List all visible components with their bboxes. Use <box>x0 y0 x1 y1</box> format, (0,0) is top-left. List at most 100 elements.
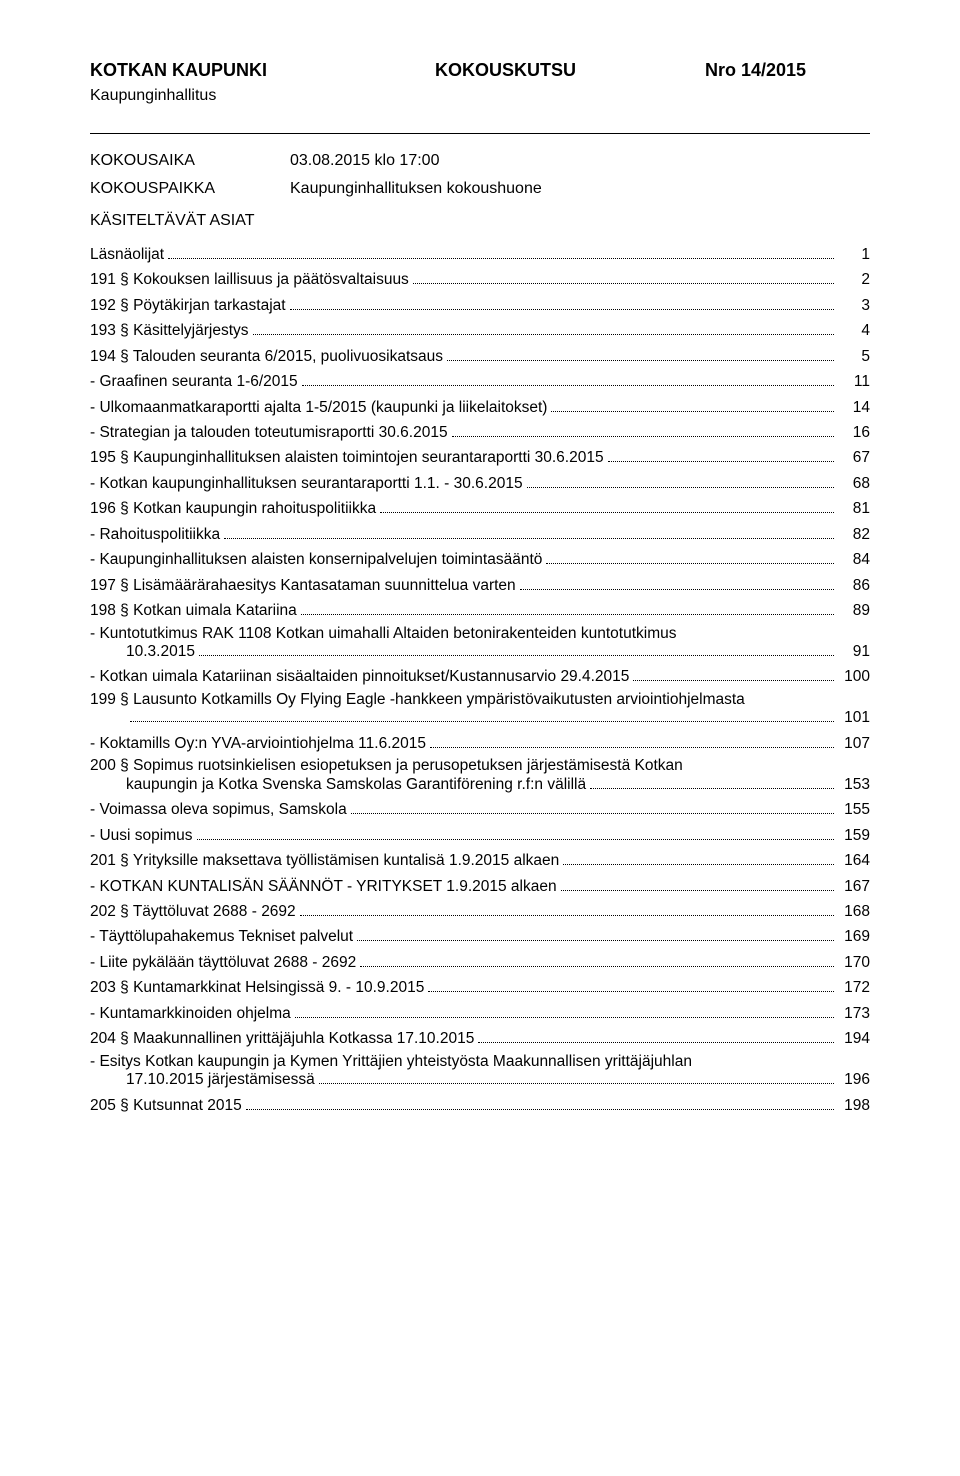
meeting-place-label: KOKOUSPAIKKA <box>90 180 290 198</box>
toc-label: 10.3.2015 <box>126 644 195 660</box>
toc-page-number: 164 <box>838 853 870 869</box>
header-org: KOTKAN KAUPUNKI <box>90 60 435 81</box>
toc-page-number: 155 <box>838 802 870 818</box>
toc-entry-line1: 199 § Lausunto Kotkamills Oy Flying Eagl… <box>90 692 870 708</box>
header-doc-number: Nro 14/2015 <box>705 60 870 81</box>
toc-label: 202 § Täyttöluvat 2688 - 2692 <box>90 904 296 920</box>
toc-page-number: 196 <box>838 1072 870 1088</box>
toc-leader <box>413 269 834 284</box>
toc-leader <box>452 422 834 437</box>
toc-entry: 196 § Kotkan kaupungin rahoituspolitiikk… <box>90 498 870 516</box>
header-committee: Kaupunginhallitus <box>90 87 870 105</box>
toc-page-number: 167 <box>838 879 870 895</box>
meeting-time-value: 03.08.2015 klo 17:00 <box>290 152 439 170</box>
toc-leader <box>608 448 834 463</box>
toc-entry-line1: 200 § Sopimus ruotsinkielisen esiopetuks… <box>90 758 870 774</box>
toc-leader <box>447 346 834 361</box>
toc-entry: 201 § Yrityksille maksettava työllistämi… <box>90 850 870 868</box>
toc-entry: - Koktamills Oy:n YVA-arviointiohjelma 1… <box>90 733 870 751</box>
toc-entry: 205 § Kutsunnat 2015 198 <box>90 1095 870 1113</box>
toc-leader <box>351 799 834 814</box>
toc-entry: 192 § Pöytäkirjan tarkastajat 3 <box>90 295 870 313</box>
toc-entry: - Täyttölupahakemus Tekniset palvelut169 <box>90 926 870 944</box>
toc-page-number: 5 <box>838 349 870 365</box>
toc-label: 198 § Kotkan uimala Katariina <box>90 603 297 619</box>
toc-label: - Kotkan kaupunginhallituksen seurantara… <box>90 476 523 492</box>
toc-page-number: 86 <box>838 578 870 594</box>
toc-leader <box>380 498 834 513</box>
document-page: KOTKAN KAUPUNKI KOKOUSKUTSU Nro 14/2015 … <box>0 0 960 1476</box>
toc-leader <box>301 600 834 615</box>
toc-label: - Liite pykälään täyttöluvat 2688 - 2692 <box>90 955 356 971</box>
table-of-contents: Läsnäolijat1191 § Kokouksen laillisuus j… <box>90 244 870 1113</box>
toc-entry: 195 § Kaupunginhallituksen alaisten toim… <box>90 448 870 466</box>
toc-label: - Kuntamarkkinoiden ohjelma <box>90 1006 291 1022</box>
toc-label: 194 § Talouden seuranta 6/2015, puolivuo… <box>90 349 443 365</box>
toc-label: Läsnäolijat <box>90 247 164 263</box>
toc-label: 204 § Maakunnallinen yrittäjäjuhla Kotka… <box>90 1031 474 1047</box>
toc-entry: - Kuntamarkkinoiden ohjelma173 <box>90 1003 870 1021</box>
toc-label: 201 § Yrityksille maksettava työllistämi… <box>90 853 559 869</box>
toc-entry: - Kuntotutkimus RAK 1108 Kotkan uimahall… <box>90 626 870 660</box>
toc-entry: 203 § Kuntamarkkinat Helsingissä 9. - 10… <box>90 977 870 995</box>
toc-leader <box>246 1095 834 1110</box>
toc-page-number: 84 <box>838 552 870 568</box>
toc-entry: 197 § Lisämäärärahaesitys Kantasataman s… <box>90 575 870 593</box>
toc-leader <box>527 473 834 488</box>
toc-leader <box>319 1069 834 1084</box>
toc-label: - Rahoituspolitiikka <box>90 527 220 543</box>
toc-label: 205 § Kutsunnat 2015 <box>90 1098 242 1114</box>
toc-leader <box>199 641 834 656</box>
toc-leader <box>590 774 834 789</box>
horizontal-rule <box>90 133 870 134</box>
toc-leader <box>295 1003 834 1018</box>
toc-leader <box>253 320 834 335</box>
toc-label: 192 § Pöytäkirjan tarkastajat <box>90 298 286 314</box>
toc-leader <box>633 667 834 682</box>
toc-page-number: 169 <box>838 929 870 945</box>
toc-entry-line2: 17.10.2015 järjestämisessä196 <box>90 1069 870 1087</box>
toc-entry: - Esitys Kotkan kaupungin ja Kymen Yritt… <box>90 1054 870 1088</box>
toc-leader <box>357 926 834 941</box>
toc-leader <box>300 901 834 916</box>
meeting-place-row: KOKOUSPAIKKA Kaupunginhallituksen kokous… <box>90 180 870 198</box>
toc-page-number: 91 <box>838 644 870 660</box>
toc-label: 195 § Kaupunginhallituksen alaisten toim… <box>90 450 604 466</box>
toc-page-number: 100 <box>838 669 870 685</box>
toc-leader <box>551 397 834 412</box>
toc-label: 197 § Lisämäärärahaesitys Kantasataman s… <box>90 578 516 594</box>
meeting-time-row: KOKOUSAIKA 03.08.2015 klo 17:00 <box>90 152 870 170</box>
toc-label: - Uusi sopimus <box>90 828 193 844</box>
toc-leader <box>478 1028 834 1043</box>
toc-leader <box>168 244 834 259</box>
agenda-section-title: KÄSITELTÄVÄT ASIAT <box>90 212 870 230</box>
toc-entry: 198 § Kotkan uimala Katariina89 <box>90 600 870 618</box>
toc-entry: 191 § Kokouksen laillisuus ja päätösvalt… <box>90 269 870 287</box>
toc-label: - Graafinen seuranta 1-6/2015 <box>90 374 298 390</box>
toc-entry: - KOTKAN KUNTALISÄN SÄÄNNÖT - YRITYKSET … <box>90 876 870 894</box>
toc-leader <box>224 524 834 539</box>
toc-page-number: 81 <box>838 501 870 517</box>
toc-leader <box>561 876 834 891</box>
toc-entry: - Uusi sopimus159 <box>90 825 870 843</box>
toc-page-number: 3 <box>838 298 870 314</box>
toc-page-number: 68 <box>838 476 870 492</box>
toc-label: - Kotkan uimala Katariinan sisäaltaiden … <box>90 669 629 685</box>
toc-entry: - Voimassa oleva sopimus, Samskola155 <box>90 799 870 817</box>
toc-entry-line1: - Esitys Kotkan kaupungin ja Kymen Yritt… <box>90 1054 870 1070</box>
toc-page-number: 4 <box>838 323 870 339</box>
toc-entry: 193 § Käsittelyjärjestys4 <box>90 320 870 338</box>
toc-label: - Strategian ja talouden toteutumisrapor… <box>90 425 448 441</box>
toc-label: 196 § Kotkan kaupungin rahoituspolitiikk… <box>90 501 376 517</box>
toc-entry-line2: kaupungin ja Kotka Svenska Samskolas Gar… <box>90 774 870 792</box>
toc-entry: 204 § Maakunnallinen yrittäjäjuhla Kotka… <box>90 1028 870 1046</box>
toc-entry: 202 § Täyttöluvat 2688 - 2692168 <box>90 901 870 919</box>
toc-leader <box>428 977 834 992</box>
toc-leader <box>302 371 834 386</box>
toc-page-number: 67 <box>838 450 870 466</box>
toc-entry: - Liite pykälään täyttöluvat 2688 - 2692… <box>90 952 870 970</box>
toc-page-number: 107 <box>838 736 870 752</box>
toc-page-number: 198 <box>838 1098 870 1114</box>
toc-label: - Ulkomaanmatkaraportti ajalta 1-5/2015 … <box>90 400 547 416</box>
header-doc-type: KOKOUSKUTSU <box>435 60 705 81</box>
